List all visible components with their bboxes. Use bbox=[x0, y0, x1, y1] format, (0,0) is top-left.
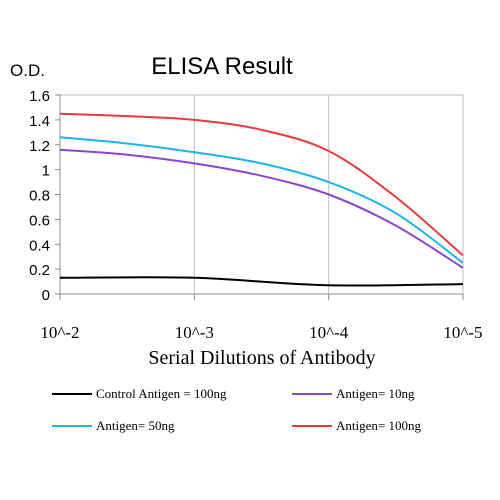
y-tick-label: 0 bbox=[42, 287, 50, 304]
x-axis-label: Serial Dilutions of Antibody bbox=[148, 347, 375, 369]
x-tick-label: 10^-5 bbox=[443, 323, 482, 342]
y-tick-label: 0.8 bbox=[29, 188, 50, 205]
series-line-1 bbox=[59, 148, 464, 269]
series-line-3 bbox=[59, 112, 464, 257]
plot-frame bbox=[59, 94, 464, 295]
y-tick-labels: 0 0.2 0.4 0.6 0.8 1 1.2 1.4 1.6 bbox=[29, 88, 60, 304]
y-tick-label: 0.2 bbox=[29, 262, 50, 279]
series-line-0 bbox=[59, 276, 464, 287]
series-line-2 bbox=[59, 136, 464, 264]
x-tick-label: 10^-4 bbox=[309, 323, 349, 342]
y-tick-label: 0.4 bbox=[29, 237, 50, 254]
y-tick-label: 0.6 bbox=[29, 212, 50, 229]
y-tick-label: 1.6 bbox=[29, 88, 50, 105]
x-tick-labels: 10^-2 10^-3 10^-4 10^-5 bbox=[40, 294, 483, 342]
x-tick-label: 10^-3 bbox=[175, 323, 214, 342]
plot-area bbox=[59, 94, 464, 295]
y-tick-label: 1.2 bbox=[29, 138, 50, 155]
x-tick-label: 10^-2 bbox=[40, 323, 79, 342]
y-axis-label: O.D. bbox=[10, 61, 45, 80]
y-tick-label: 1 bbox=[42, 163, 50, 180]
series-lines bbox=[59, 112, 464, 287]
chart-title: ELISA Result bbox=[151, 53, 293, 80]
y-tick-label: 1.4 bbox=[29, 113, 50, 130]
